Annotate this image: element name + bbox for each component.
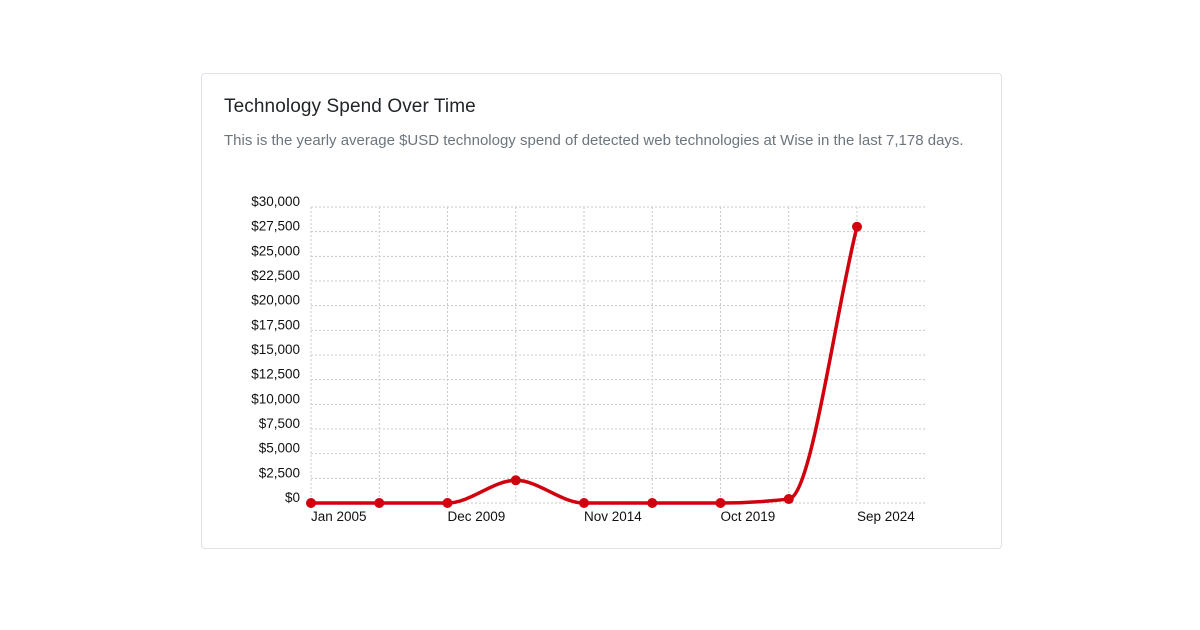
x-tick-label: Dec 2009: [448, 509, 506, 524]
card-subtitle: This is the yearly average $USD technolo…: [224, 132, 964, 149]
chart-card: Technology Spend Over Time This is the y…: [201, 73, 1002, 549]
y-tick-label: $22,500: [251, 268, 300, 283]
chart-grid: [310, 206, 926, 504]
y-tick-label: $7,500: [259, 416, 300, 431]
series-points: [306, 221, 862, 508]
y-axis-ticks: $0 $2,500 $5,000 $7,500 $10,000 $12,500 $15,00…: [251, 194, 300, 505]
y-tick-label: $25,000: [251, 243, 300, 258]
x-axis-ticks: Jan 2005 Dec 2009 Nov 2014 Oct 2019 Sep 2024: [311, 509, 915, 524]
data-point: [510, 475, 521, 486]
y-tick-label: $10,000: [251, 391, 300, 406]
y-tick-label: $2,500: [259, 465, 300, 480]
data-point: [306, 498, 316, 508]
data-point: [783, 494, 794, 505]
x-tick-label: Jan 2005: [311, 509, 367, 524]
series-line: [309, 224, 859, 505]
x-tick-label: Sep 2024: [857, 509, 915, 524]
data-point: [715, 498, 726, 508]
card-title: Technology Spend Over Time: [224, 96, 476, 117]
y-tick-label: $5,000: [259, 441, 300, 456]
x-tick-label: Oct 2019: [721, 509, 776, 524]
y-tick-label: $15,000: [251, 342, 300, 357]
data-point: [647, 498, 658, 508]
data-point: [374, 498, 385, 508]
x-tick-label: Nov 2014: [584, 509, 642, 524]
data-point: [442, 498, 453, 508]
y-tick-label: $17,500: [251, 317, 300, 332]
y-tick-label: $27,500: [251, 219, 300, 234]
data-point: [852, 221, 862, 232]
y-tick-label: $30,000: [251, 194, 300, 209]
y-tick-label: $12,500: [251, 367, 300, 382]
y-tick-label: $0: [285, 490, 300, 505]
y-tick-label: $20,000: [251, 293, 300, 308]
data-point: [579, 498, 589, 508]
